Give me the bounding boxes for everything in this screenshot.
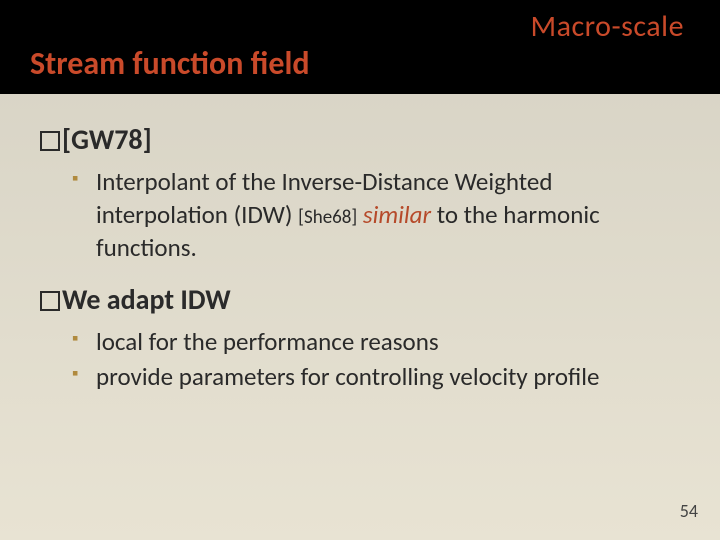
slide-badge: Macro-scale	[530, 8, 684, 45]
bullet-list: Interpolant of the Inverse-Distance Weig…	[72, 165, 680, 264]
slide-title: Stream function field	[30, 44, 309, 83]
list-item: local for the performance reasons	[72, 325, 680, 358]
section-heading: [GW78]	[40, 122, 680, 157]
emphasized-word: similar	[363, 199, 431, 230]
bullet-text: provide parameters for controlling veloc…	[96, 361, 599, 392]
bullet-text: local for the performance reasons	[96, 326, 439, 357]
heading-text: [GW78]	[62, 122, 152, 157]
checkbox-icon	[40, 291, 60, 311]
title-band: Macro-scale Stream function field	[0, 0, 720, 94]
list-item: Interpolant of the Inverse-Distance Weig…	[72, 165, 680, 264]
checkbox-icon	[40, 131, 60, 151]
citation: [She68]	[298, 206, 357, 229]
page-number: 54	[680, 500, 698, 522]
bullet-list: local for the performance reasons provid…	[72, 325, 680, 393]
slide-body: [GW78] Interpolant of the Inverse-Distan…	[0, 94, 720, 393]
list-item: provide parameters for controlling veloc…	[72, 360, 680, 393]
heading-text: We adapt IDW	[62, 282, 231, 317]
section-heading: We adapt IDW	[40, 282, 680, 317]
